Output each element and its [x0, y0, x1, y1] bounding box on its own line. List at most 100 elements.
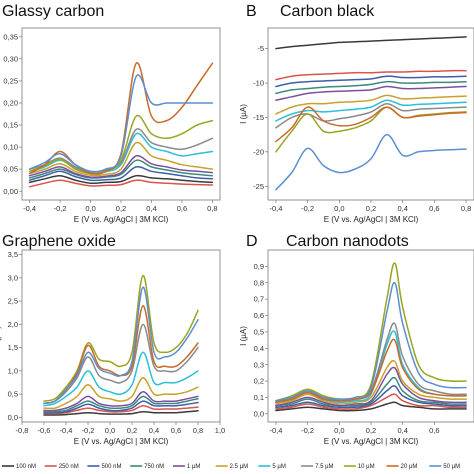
legend-label: 500 nM [101, 464, 121, 470]
series-line-7 [275, 99, 467, 122]
y-tick-label: 2,0 [8, 320, 18, 329]
x-tick-label: 0,0 [334, 426, 344, 435]
panel-letter: B [246, 3, 257, 20]
x-axis-title: E (V vs. Ag/AgCl | 3M KCl) [324, 215, 419, 224]
x-tick-label: 0,6 [171, 426, 181, 435]
series-line-1 [28, 174, 214, 185]
legend-label: 100 nM [16, 464, 36, 470]
panel-A: Glassy carbon -0,4 -0,2 0,0 0,2 0,4 0,6 0,8 0,00… [2, 3, 221, 224]
series-group [43, 274, 199, 416]
series-line-2 [43, 404, 199, 415]
x-axis-title: E (V vs. Ag/AgCl | 3M KCl) [74, 437, 169, 446]
panel-letter: D [246, 233, 258, 250]
series-line-4 [275, 376, 467, 407]
panel-B: Carbon black B -0,4 -0,2 0,0 0,2 0,4 0,6 0,8 -25 -… [239, 3, 474, 224]
x-tick-label: 0,4 [146, 204, 156, 213]
legend-item: 2.5 µM [215, 464, 248, 470]
legend-item: 5 µM [258, 464, 286, 470]
panels: Glassy carbon -0,4 -0,2 0,0 0,2 0,4 0,6 0,8 0,0 0… [0, 3, 474, 446]
y-tick-label: -15 [253, 113, 264, 122]
y-tick-label: 0,15 [3, 121, 18, 130]
series-line-11 [275, 133, 467, 191]
x-tick-label: 0,0 [334, 204, 344, 213]
series-line-2 [275, 69, 467, 81]
legend-item: 10 µM [343, 464, 375, 470]
series-line-6 [28, 141, 214, 177]
x-tick-label: 0,8 [193, 426, 203, 435]
y-tick-label: 1,0 [8, 366, 18, 375]
y-tick-label: -25 [253, 182, 264, 191]
legend-item: 7.5 µM [301, 464, 334, 470]
legend-label: 250 nM [59, 464, 79, 470]
legend-item: 750 nM [130, 464, 164, 470]
series-line-11 [43, 286, 199, 405]
x-tick-label: 0,6 [177, 204, 187, 213]
series-line-6 [43, 377, 199, 410]
x-tick-label: 0,0 [105, 426, 115, 435]
series-line-9 [28, 114, 214, 175]
series-line-5 [28, 154, 214, 178]
y-tick-label: 0,30 [3, 54, 18, 63]
x-tick-label: 0,8 [207, 204, 217, 213]
series-line-2 [275, 393, 467, 410]
series-line-1 [275, 36, 467, 50]
series-line-4 [43, 395, 199, 413]
y-tick-label: 0,6 [254, 311, 264, 320]
series-line-5 [43, 391, 199, 412]
series-line-7 [43, 351, 199, 407]
series-line-6 [275, 94, 467, 115]
series-line-9 [275, 262, 467, 402]
series-group [275, 36, 467, 191]
x-tick-label: 0,4 [397, 204, 407, 213]
panel-title: Glassy carbon [2, 3, 104, 20]
y-tick-label: 0,35 [3, 32, 18, 41]
series-line-5 [275, 366, 467, 407]
x-tick-label: -0,2 [54, 204, 67, 213]
series-line-9 [43, 274, 199, 402]
y-tick-label: 0,0 [8, 413, 18, 422]
y-tick-label: 3,0 [8, 273, 18, 282]
y-tick-label: -5 [257, 44, 264, 53]
x-tick-label: -0,4 [269, 426, 282, 435]
y-tick-label: 0,2 [254, 377, 264, 386]
x-tick-label: -0,4 [23, 204, 36, 213]
panel-title: Carbon black [280, 3, 375, 20]
legend-label: 1 µM [187, 464, 200, 470]
y-tick-label: 0,4 [254, 344, 264, 353]
y-tick-label: 0,7 [254, 295, 264, 304]
series-group [275, 262, 467, 412]
y-axis-title: I (µA) [239, 104, 248, 124]
y-tick-label: 0,20 [3, 99, 18, 108]
x-tick-label: -0,8 [16, 426, 29, 435]
series-line-11 [28, 74, 214, 173]
x-tick-label: 1,0 [215, 426, 225, 435]
legend-label: 50 µM [443, 464, 460, 470]
series-line-3 [275, 75, 467, 88]
x-tick-label: 0,0 [85, 204, 95, 213]
x-tick-label: 0,8 [461, 204, 471, 213]
series-line-8 [43, 323, 199, 405]
legend-item: 250 nM [44, 464, 79, 470]
y-axis-title: I (µA) [239, 326, 248, 346]
series-line-5 [275, 85, 467, 101]
x-tick-label: 0,4 [397, 426, 407, 435]
legend-label: 750 nM [144, 464, 164, 470]
y-tick-label: 0,5 [8, 390, 18, 399]
y-tick-label: 0,3 [254, 360, 264, 369]
y-tick-label: 1,5 [8, 343, 18, 352]
x-axis-title: E (V vs. Ag/AgCl | 3M KCl) [324, 437, 419, 446]
x-tick-label: -0,4 [60, 426, 73, 435]
x-tick-label: -0,2 [82, 426, 95, 435]
series-line-8 [28, 128, 214, 174]
panel-title: Carbon nanodots [286, 233, 409, 250]
series-line-3 [43, 400, 199, 414]
x-tick-label: 0,2 [366, 426, 376, 435]
y-tick-label: 0,25 [3, 77, 18, 86]
series-line-10 [275, 106, 467, 143]
series-line-11 [275, 282, 467, 402]
legend-item: 1 µM [172, 464, 200, 470]
series-line-4 [28, 159, 214, 179]
series-line-1 [43, 410, 199, 416]
y-tick-label: 0,0 [254, 409, 264, 418]
